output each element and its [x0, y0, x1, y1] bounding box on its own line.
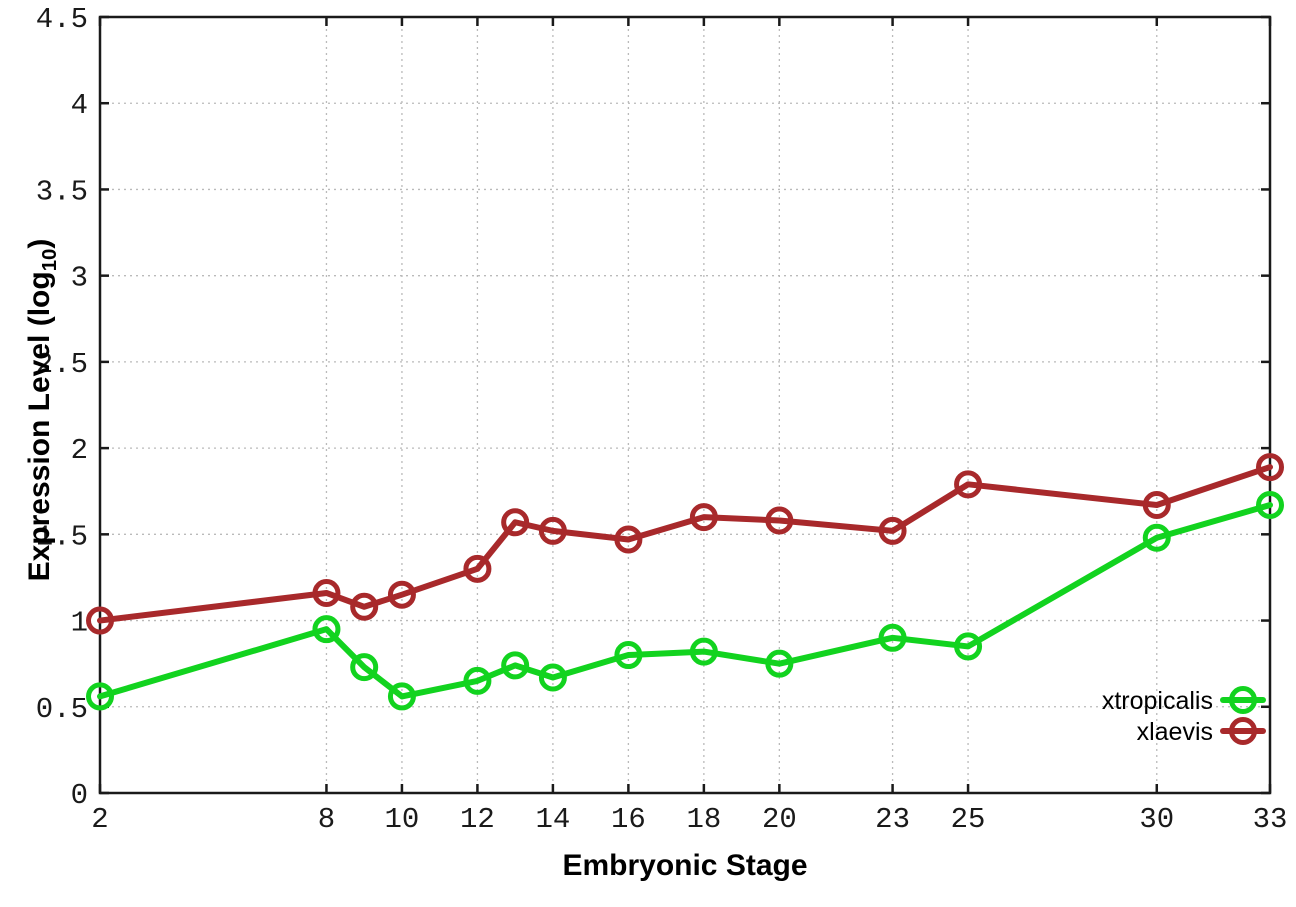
- data-point-xlaevis-stage-14: [538, 516, 567, 545]
- y-axis-title-suffix: ): [22, 238, 56, 249]
- y-tick-label-1.5: 1.5: [36, 520, 88, 553]
- x-tick-label-16: 16: [611, 803, 646, 836]
- x-tick-label-33: 33: [1253, 803, 1288, 836]
- data-point-xtropicalis-stage-2: [86, 682, 114, 711]
- legend-label-xtropicalis: xtropicalis: [1102, 687, 1213, 715]
- data-point-xtropicalis-stage-18: [689, 637, 718, 666]
- data-point-xlaevis-stage-20: [765, 506, 794, 535]
- data-point-xtropicalis-stage-9: [350, 653, 379, 682]
- data-point-xtropicalis-stage-10: [387, 682, 416, 711]
- y-axis-title-subscript: 10: [38, 248, 61, 272]
- legend-label-xlaevis: xlaevis: [1137, 718, 1213, 746]
- plot-border: [98, 15, 1272, 795]
- x-tick-label-23: 23: [875, 803, 910, 836]
- x-tick-label-14: 14: [535, 803, 570, 836]
- y-tick-label-3: 3: [71, 262, 88, 295]
- y-tick-label-0: 0: [71, 779, 88, 812]
- data-point-xlaevis-stage-8: [312, 578, 341, 607]
- data-point-xtropicalis-stage-12: [463, 666, 492, 695]
- x-tick-label-30: 30: [1139, 803, 1174, 836]
- y-tick-label-1: 1: [71, 607, 88, 640]
- data-point-xtropicalis-stage-33: [1256, 491, 1284, 520]
- data-point-xtropicalis-stage-8: [312, 615, 341, 644]
- data-point-xlaevis-stage-10: [387, 580, 416, 609]
- x-tick-label-20: 20: [762, 803, 797, 836]
- data-point-xtropicalis-stage-23: [878, 623, 907, 652]
- legend-marker-xlaevis: [1229, 717, 1257, 745]
- x-tick-label-2: 2: [91, 803, 108, 836]
- data-point-xtropicalis-stage-14: [538, 663, 567, 692]
- x-tick-label-18: 18: [686, 803, 721, 836]
- legend-marker-xtropicalis: [1229, 686, 1257, 714]
- data-point-xlaevis-stage-16: [614, 525, 643, 554]
- y-tick-label-4: 4: [71, 89, 88, 122]
- y-tick-label-4.5: 4.5: [36, 3, 88, 36]
- series-line-xlaevis: [97, 464, 1273, 624]
- data-point-xlaevis-stage-25: [954, 470, 983, 499]
- y-tick-label-3.5: 3.5: [36, 175, 88, 208]
- data-point-xlaevis-stage-33: [1256, 453, 1284, 482]
- x-axis-title: Embryonic Stage: [562, 849, 808, 882]
- data-point-xlaevis-stage-30: [1142, 491, 1171, 520]
- x-tick-label-25: 25: [951, 803, 986, 836]
- data-point-xtropicalis-stage-25: [954, 632, 983, 661]
- x-tick-label-10: 10: [385, 803, 420, 836]
- data-point-xlaevis-stage-2: [86, 606, 114, 635]
- data-point-xlaevis-stage-23: [878, 516, 907, 545]
- data-point-xtropicalis-stage-20: [765, 649, 794, 678]
- y-tick-label-2.5: 2.5: [36, 348, 88, 381]
- data-point-xlaevis-stage-9: [350, 592, 379, 621]
- x-tick-label-8: 8: [318, 803, 335, 836]
- y-tick-label-0.5: 0.5: [36, 693, 88, 726]
- data-point-xtropicalis-stage-30: [1142, 523, 1171, 552]
- x-tick-label-12: 12: [460, 803, 495, 836]
- data-point-xtropicalis-stage-13: [501, 651, 530, 680]
- data-point-xlaevis-stage-13: [501, 508, 530, 537]
- data-point-xlaevis-stage-18: [689, 503, 718, 532]
- data-point-xlaevis-stage-12: [463, 554, 492, 583]
- y-tick-label-2: 2: [71, 434, 88, 467]
- data-point-xtropicalis-stage-16: [614, 641, 643, 670]
- y-axis-title-text: Expression Level (log: [22, 271, 56, 582]
